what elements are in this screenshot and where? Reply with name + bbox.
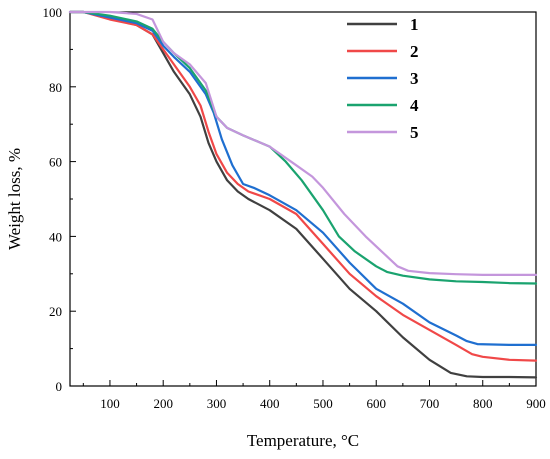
x-tick-label: 600	[366, 396, 386, 411]
x-tick-label: 400	[260, 396, 280, 411]
legend-label-5: 5	[410, 123, 419, 142]
y-tick-label: 80	[49, 80, 62, 95]
x-tick-label: 100	[100, 396, 120, 411]
legend-label-2: 2	[410, 42, 419, 61]
x-tick-label: 700	[420, 396, 440, 411]
x-tick-label: 300	[207, 396, 227, 411]
series-lines	[68, 10, 538, 379]
series-line-5	[68, 10, 538, 276]
series-line-1	[68, 10, 538, 379]
y-tick-label: 0	[56, 379, 63, 394]
x-tick-label: 200	[153, 396, 173, 411]
x-tick-label: 900	[526, 396, 546, 411]
series-line-2	[68, 10, 538, 362]
y-tick-label: 40	[49, 229, 62, 244]
y-tick-label: 20	[49, 304, 62, 319]
x-axis-label: Temperature, °C	[247, 431, 359, 450]
series-line-4	[68, 10, 538, 285]
x-tick-label: 500	[313, 396, 333, 411]
y-tick-label: 100	[43, 5, 63, 20]
y-axis-label: Weight loss, %	[5, 148, 24, 250]
legend: 1 2 3 4 5	[347, 15, 419, 142]
legend-label-4: 4	[410, 96, 419, 115]
axes: 100 200 300 400 500 600 700 800 900 0 20 40 60 80 100	[43, 5, 546, 411]
legend-label-1: 1	[410, 15, 419, 34]
plot-frame	[69, 11, 537, 387]
series-line-3	[68, 10, 538, 346]
legend-label-3: 3	[410, 69, 419, 88]
y-tick-label: 60	[49, 155, 62, 170]
x-tick-label: 800	[473, 396, 493, 411]
